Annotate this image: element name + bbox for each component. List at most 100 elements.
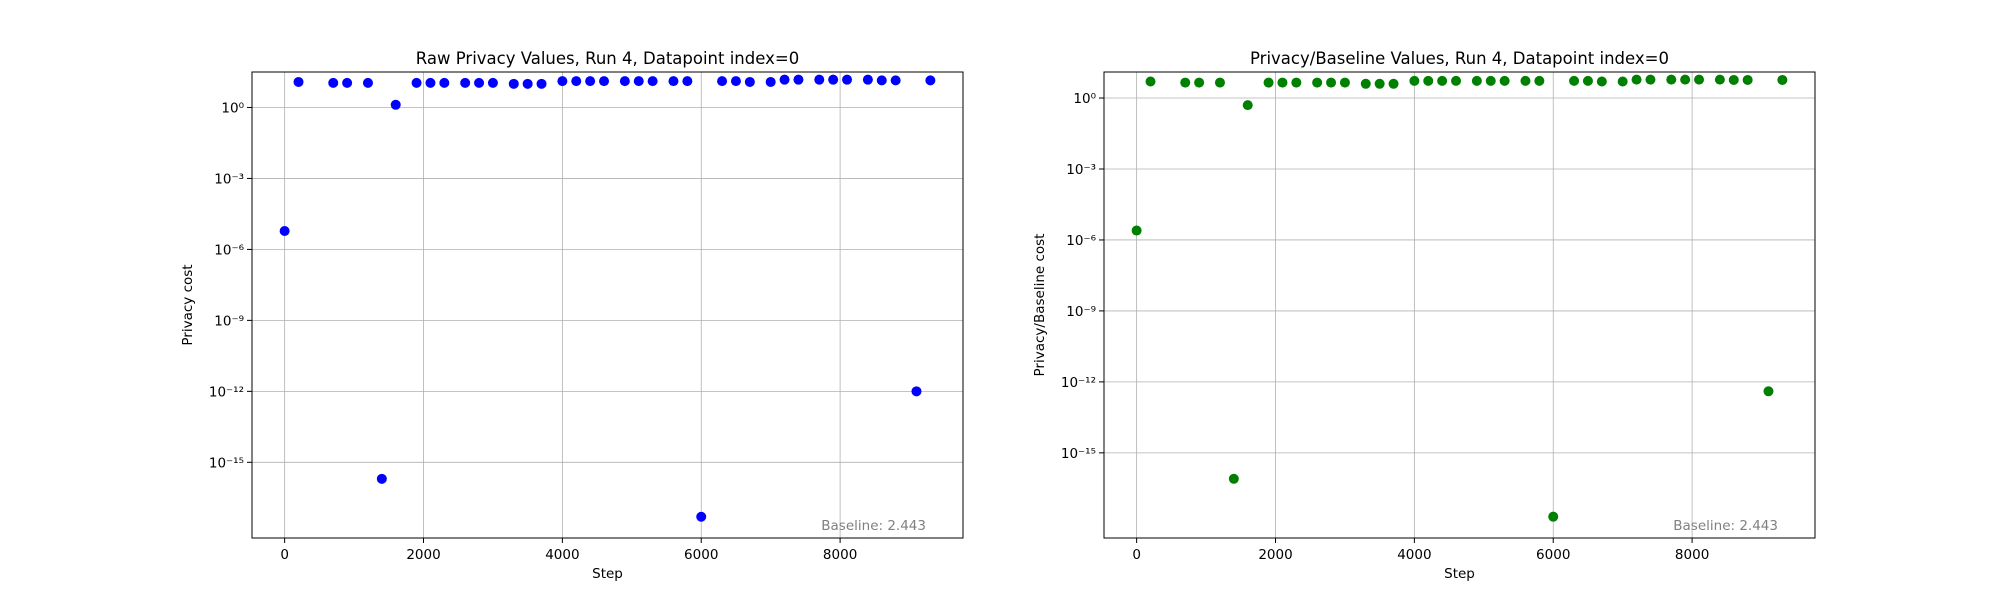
data-point bbox=[1617, 76, 1628, 87]
y-tick-label: 10⁻⁶ bbox=[214, 242, 244, 258]
y-tick-label: 10⁻⁶ bbox=[1066, 233, 1096, 249]
y-tick-label: 10⁰ bbox=[221, 100, 244, 116]
y-tick-label: 10⁻³ bbox=[1066, 162, 1096, 178]
data-point bbox=[1360, 78, 1371, 89]
data-point bbox=[779, 74, 790, 85]
y-tick-label: 10⁻¹⁵ bbox=[1061, 446, 1096, 462]
data-point bbox=[460, 77, 471, 88]
y-tick-label: 10⁻⁹ bbox=[214, 313, 244, 329]
data-point bbox=[1680, 74, 1691, 85]
data-point bbox=[376, 473, 387, 484]
y-tick-label: 10⁻¹² bbox=[209, 384, 244, 400]
data-point bbox=[1777, 74, 1788, 85]
data-point bbox=[411, 77, 422, 88]
data-point bbox=[390, 99, 401, 110]
x-tick-label: 2000 bbox=[406, 547, 440, 563]
data-point bbox=[585, 76, 596, 87]
x-tick-label: 0 bbox=[1132, 547, 1141, 563]
data-point bbox=[557, 76, 568, 87]
data-point bbox=[1596, 76, 1607, 87]
axes-frame bbox=[1103, 71, 1816, 539]
data-point bbox=[1423, 75, 1434, 86]
data-point bbox=[439, 77, 450, 88]
data-point bbox=[925, 75, 936, 86]
data-point bbox=[1534, 75, 1545, 86]
data-point bbox=[1582, 75, 1593, 86]
data-point bbox=[1277, 77, 1288, 88]
data-point bbox=[647, 76, 658, 87]
data-point bbox=[1409, 75, 1420, 86]
data-point bbox=[1242, 100, 1253, 111]
chart-title: Privacy/Baseline Values, Run 4, Datapoin… bbox=[1250, 49, 1669, 68]
y-axis-label: Privacy/Baseline cost bbox=[1032, 234, 1048, 377]
data-point bbox=[1471, 75, 1482, 86]
data-point bbox=[1326, 77, 1337, 88]
data-point bbox=[1451, 75, 1462, 86]
baseline-annotation: Baseline: 2.443 bbox=[1673, 518, 1778, 534]
raw-privacy-chart: 0 2000 4000 6000 8000 10⁰ 10⁻³ 10⁻⁶ 10⁻⁹ 10⁻¹² 10⁻… bbox=[180, 49, 964, 582]
chart-title: Raw Privacy Values, Run 4, Datapoint ind… bbox=[416, 49, 799, 68]
baseline-annotation: Baseline: 2.443 bbox=[821, 518, 926, 534]
data-point bbox=[911, 386, 922, 397]
data-point bbox=[474, 77, 485, 88]
x-tick-label: 6000 bbox=[684, 547, 718, 563]
y-tick-label: 10⁻¹⁵ bbox=[209, 455, 244, 471]
data-point bbox=[1694, 74, 1705, 85]
data-point bbox=[1437, 75, 1448, 86]
data-point bbox=[1569, 75, 1580, 86]
y-axis-label: Privacy cost bbox=[180, 264, 196, 345]
data-point bbox=[862, 74, 873, 85]
x-axis-label: Step bbox=[1444, 566, 1475, 582]
data-point bbox=[1228, 473, 1239, 484]
x-tick-label: 8000 bbox=[1675, 547, 1709, 563]
x-tick-label: 2000 bbox=[1258, 547, 1292, 563]
data-point bbox=[1742, 74, 1753, 85]
x-tick-label: 0 bbox=[280, 547, 289, 563]
axes-frame bbox=[251, 71, 964, 539]
data-point bbox=[1499, 75, 1510, 86]
data-point bbox=[828, 74, 839, 85]
y-tick-label: 10⁻³ bbox=[214, 171, 244, 187]
data-point bbox=[328, 77, 339, 88]
data-point bbox=[876, 75, 887, 86]
data-point bbox=[1180, 77, 1191, 88]
data-point bbox=[571, 76, 582, 87]
data-point bbox=[1339, 77, 1350, 88]
data-point bbox=[1763, 386, 1774, 397]
data-point bbox=[1548, 511, 1559, 522]
data-point bbox=[425, 77, 436, 88]
y-tick-label: 10⁻⁹ bbox=[1066, 304, 1096, 320]
data-point bbox=[1714, 74, 1725, 85]
data-point bbox=[1645, 74, 1656, 85]
data-point bbox=[1666, 74, 1677, 85]
data-point bbox=[696, 511, 707, 522]
data-point bbox=[793, 74, 804, 85]
data-point bbox=[744, 76, 755, 87]
data-point bbox=[814, 74, 825, 85]
data-point bbox=[1485, 75, 1496, 86]
data-point bbox=[362, 77, 373, 88]
x-tick-label: 8000 bbox=[823, 547, 857, 563]
data-point bbox=[633, 76, 644, 87]
data-point bbox=[730, 76, 741, 87]
x-tick-label: 4000 bbox=[545, 547, 579, 563]
x-tick-label: 4000 bbox=[1397, 547, 1431, 563]
data-point bbox=[293, 76, 304, 87]
data-point bbox=[1194, 77, 1205, 88]
data-point bbox=[1131, 225, 1142, 236]
y-tick-label: 10⁰ bbox=[1073, 91, 1096, 107]
data-point bbox=[1263, 77, 1274, 88]
data-point bbox=[279, 226, 290, 237]
data-point bbox=[536, 78, 547, 89]
data-point bbox=[1214, 77, 1225, 88]
data-point bbox=[1312, 77, 1323, 88]
y-tick-label: 10⁻¹² bbox=[1061, 375, 1096, 391]
data-point bbox=[342, 77, 353, 88]
data-point bbox=[1388, 78, 1399, 89]
data-point bbox=[619, 76, 630, 87]
data-point bbox=[508, 78, 519, 89]
data-point bbox=[1291, 77, 1302, 88]
x-tick-label: 6000 bbox=[1536, 547, 1570, 563]
data-point bbox=[522, 78, 533, 89]
data-point bbox=[890, 75, 901, 86]
